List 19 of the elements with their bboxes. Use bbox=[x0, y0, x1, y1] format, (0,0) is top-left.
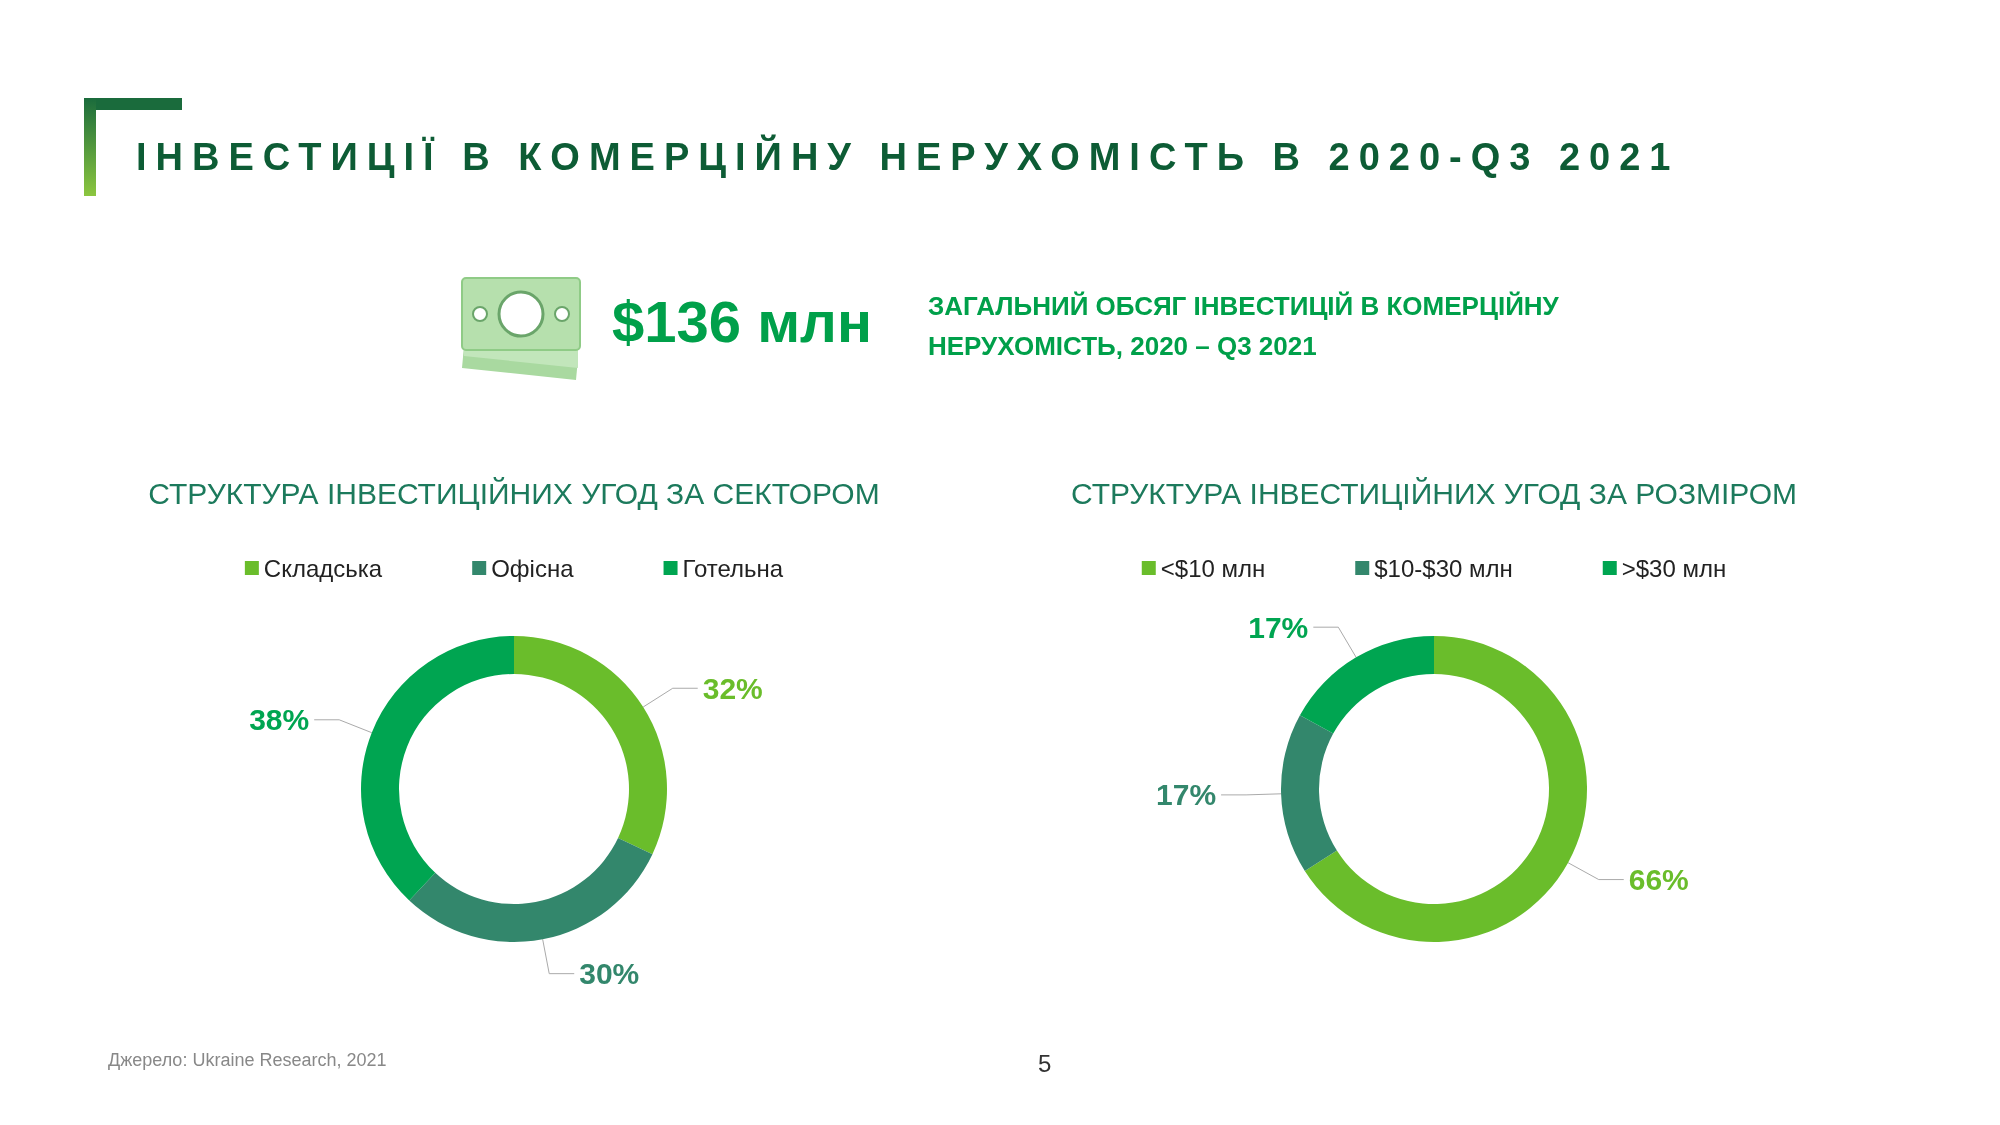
data-label: 32% bbox=[702, 671, 763, 705]
text: Джерело: Ukraine Research, 2021 bbox=[108, 1050, 387, 1071]
text: ЗАГАЛЬНИЙ ОБСЯГ ІНВЕСТИЦІЙ В КОМЕРЦІЙНУ НЕРУХОМІСТЬ, 2020 – Q3 2021 bbox=[928, 290, 1560, 363]
data-label: 66% bbox=[1628, 863, 1689, 897]
text: $136 млн bbox=[612, 288, 872, 355]
legend-label: <$10 млн bbox=[1160, 554, 1266, 582]
legend-label: >$30 млн bbox=[1621, 554, 1727, 582]
data-label: 30% bbox=[579, 957, 640, 991]
text: 5 bbox=[1038, 1050, 1052, 1078]
legend-label: $10-$30 млн bbox=[1374, 554, 1513, 582]
legend-label: Офісна bbox=[491, 554, 575, 582]
legend-label: Складська bbox=[263, 554, 383, 582]
text: ІНВЕСТИЦІЇ В КОМЕРЦІЙНУ НЕРУХОМІСТЬ В 2020-Q3 2021 bbox=[136, 136, 1680, 179]
data-label: 17% bbox=[1248, 610, 1309, 644]
chart-title: СТРУКТУРА ІНВЕСТИЦІЙНИХ УГОД ЗА РОЗМІРОМ bbox=[1070, 476, 1798, 510]
data-label: 17% bbox=[1156, 778, 1217, 812]
legend-label: Готельна bbox=[682, 554, 784, 582]
data-label: 38% bbox=[249, 703, 310, 737]
chart-title: СТРУКТУРА ІНВЕСТИЦІЙНИХ УГОД ЗА СЕКТОРОМ bbox=[148, 476, 880, 510]
